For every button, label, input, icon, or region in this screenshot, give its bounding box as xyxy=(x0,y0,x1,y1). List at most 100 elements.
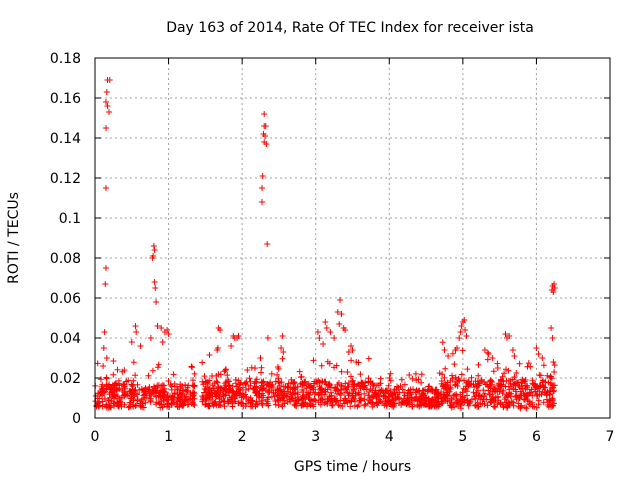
data-point xyxy=(401,381,408,388)
data-point xyxy=(189,389,196,396)
data-point xyxy=(258,364,265,371)
data-point xyxy=(487,399,494,406)
data-point xyxy=(256,398,263,405)
data-point xyxy=(490,368,497,375)
data-point xyxy=(457,391,464,398)
data-point xyxy=(215,384,222,391)
data-point xyxy=(451,361,458,368)
data-point xyxy=(416,395,423,401)
data-point xyxy=(462,386,469,393)
data-point xyxy=(288,391,295,398)
data-point xyxy=(205,386,212,393)
data-point xyxy=(320,341,327,347)
data-point xyxy=(103,125,109,131)
data-point xyxy=(274,386,281,393)
data-point xyxy=(511,353,518,359)
data-point xyxy=(551,285,558,291)
data-point xyxy=(159,339,166,345)
data-point xyxy=(398,376,405,383)
data-point xyxy=(214,347,221,353)
data-point xyxy=(434,402,441,409)
data-point xyxy=(344,399,351,406)
data-point xyxy=(295,396,302,403)
data-point xyxy=(279,395,286,402)
data-point xyxy=(271,393,278,400)
data-point xyxy=(494,360,501,367)
data-point xyxy=(161,392,168,399)
data-point xyxy=(541,388,548,395)
data-point xyxy=(164,403,171,410)
data-point xyxy=(522,377,529,383)
data-point xyxy=(444,391,451,398)
data-point xyxy=(206,352,213,358)
data-point xyxy=(525,360,532,367)
data-point xyxy=(106,77,113,83)
data-point xyxy=(216,393,223,400)
data-point xyxy=(442,365,449,372)
data-point xyxy=(110,358,117,364)
data-point xyxy=(548,385,555,391)
data-point xyxy=(274,371,281,378)
data-point xyxy=(226,394,233,401)
data-point xyxy=(369,399,376,406)
data-point xyxy=(230,388,237,395)
data-point xyxy=(183,393,190,400)
data-point xyxy=(278,379,285,386)
data-point xyxy=(380,393,387,400)
data-point xyxy=(497,386,504,393)
data-point xyxy=(524,397,531,404)
data-point xyxy=(206,403,213,410)
data-point xyxy=(454,345,460,351)
data-point xyxy=(524,393,530,399)
data-point xyxy=(315,391,322,398)
data-point xyxy=(162,389,169,396)
data-point xyxy=(501,370,508,377)
data-point xyxy=(507,383,514,390)
data-point xyxy=(338,382,345,389)
data-point xyxy=(441,374,448,381)
data-point xyxy=(115,393,121,400)
data-point xyxy=(262,133,268,139)
data-point xyxy=(106,109,112,115)
data-point xyxy=(398,399,405,406)
data-point xyxy=(114,366,121,373)
data-point xyxy=(209,389,216,396)
data-point xyxy=(503,391,510,398)
data-point xyxy=(487,385,494,392)
data-point xyxy=(294,391,301,398)
data-point xyxy=(510,402,517,409)
data-point xyxy=(361,390,368,397)
data-point xyxy=(464,379,471,386)
data-point xyxy=(471,384,478,391)
data-point xyxy=(536,391,543,398)
data-point xyxy=(395,384,402,391)
data-point xyxy=(459,347,466,354)
data-point xyxy=(389,401,396,408)
data-point xyxy=(461,317,468,323)
data-point xyxy=(257,385,264,392)
data-point xyxy=(206,377,213,384)
data-point xyxy=(260,397,266,404)
data-point xyxy=(101,388,108,395)
data-point xyxy=(168,383,175,390)
data-point xyxy=(513,394,520,401)
data-point xyxy=(442,395,449,402)
data-point xyxy=(342,380,349,387)
data-point xyxy=(205,400,212,407)
data-point xyxy=(103,402,110,409)
data-point xyxy=(502,399,509,406)
data-point xyxy=(449,350,456,357)
data-point xyxy=(322,386,329,393)
data-point xyxy=(126,399,133,406)
data-point xyxy=(258,394,265,401)
data-point xyxy=(235,386,242,393)
data-point xyxy=(167,381,174,388)
data-point xyxy=(468,374,475,381)
data-point xyxy=(526,398,533,405)
data-point xyxy=(155,392,162,399)
data-point xyxy=(451,401,458,408)
data-point xyxy=(497,400,504,407)
data-point xyxy=(280,349,287,355)
data-point xyxy=(441,347,448,353)
data-point xyxy=(337,297,343,303)
